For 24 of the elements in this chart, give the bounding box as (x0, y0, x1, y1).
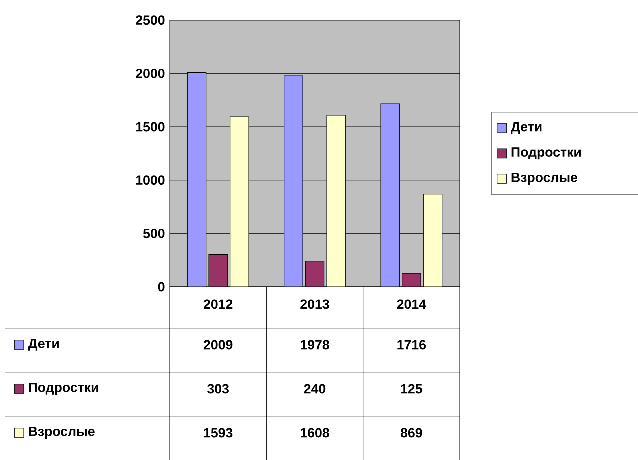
y-tick-label: 2000 (136, 68, 165, 78)
y-tick-label: 1500 (136, 122, 165, 132)
y-tick-label: 1000 (136, 176, 165, 186)
data-label: 1978 (301, 340, 330, 350)
y-tick-label: 0 (158, 282, 165, 292)
data-label: 240 (304, 384, 326, 394)
text: Дети (28, 339, 59, 351)
data-label: 1608 (301, 428, 330, 438)
data-label: 1716 (398, 340, 426, 350)
text: Подростки (29, 383, 98, 395)
data-label: 869 (400, 428, 422, 438)
data-label: 1593 (204, 428, 233, 438)
x-tick-label: 2013 (300, 300, 330, 310)
legend-label: Подростки (512, 148, 581, 160)
y-tick-label: 2500 (136, 16, 165, 26)
data-label: 125 (401, 384, 422, 394)
legend-label: Дети (511, 122, 542, 134)
data-label: 2009 (204, 340, 233, 350)
y-tick-label: 500 (143, 228, 165, 238)
legend-label: Взрослые (512, 173, 578, 185)
x-tick-label: 2012 (204, 300, 233, 310)
x-tick-label: 2014 (397, 300, 426, 310)
text: Взрослые (29, 427, 95, 439)
data-label: 303 (208, 384, 229, 394)
